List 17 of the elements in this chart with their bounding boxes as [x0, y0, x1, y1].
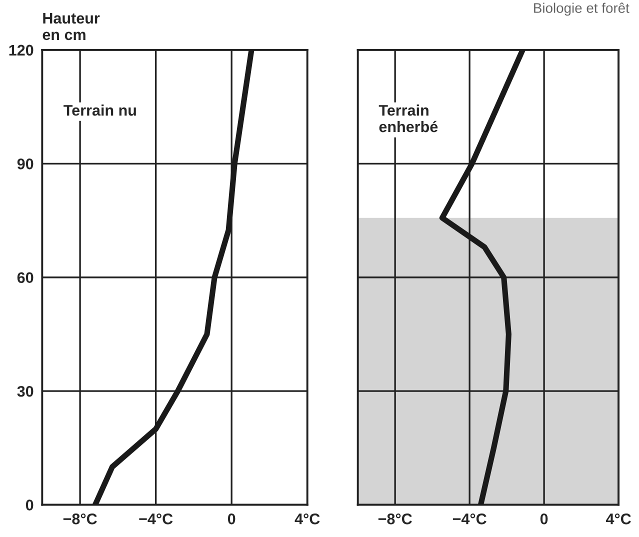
- y-tick-label: 90: [17, 158, 34, 170]
- y-tick-label: 0: [26, 500, 34, 510]
- y-tick-label: 120: [9, 44, 34, 56]
- x-tick-label: −4°C: [139, 514, 173, 524]
- annotation: Terrain nu: [64, 104, 136, 116]
- y-tick-label: 30: [17, 386, 34, 397]
- y-tick-label: 60: [17, 272, 34, 284]
- x-tick-label: −8°C: [378, 514, 412, 524]
- chart-title: Biologie et forêt: [534, 2, 630, 16]
- x-tick-label: 4°C: [606, 514, 631, 524]
- annotation: Terrain enherbé: [378, 104, 438, 132]
- y-axis-title: Hauteur en cm: [42, 12, 100, 40]
- x-tick-label: 0: [228, 514, 236, 524]
- x-tick-label: 0: [540, 514, 548, 524]
- x-tick-label: −8°C: [63, 514, 97, 524]
- x-tick-label: −4°C: [452, 514, 486, 524]
- x-tick-label: 4°C: [294, 514, 320, 524]
